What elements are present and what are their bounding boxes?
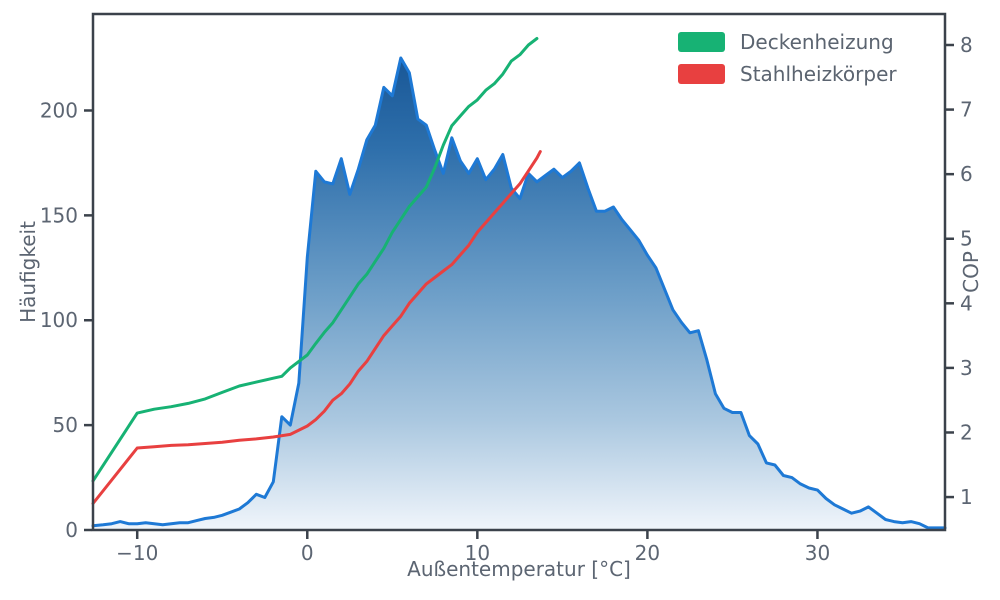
y-right-tick-label: 8 [960, 33, 973, 57]
legend-item-deckenheizung: Deckenheizung [678, 32, 897, 52]
y-right-axis-label: COP [959, 251, 983, 293]
y-right-tick-label: 2 [960, 420, 973, 444]
x-axis-label: Außentemperatur [°C] [407, 557, 631, 581]
y-right-tick-label: 7 [960, 98, 973, 122]
histogram-line [91, 56, 947, 530]
y-left-tick-label: 50 [53, 413, 78, 437]
y-right-tick-label: 5 [960, 227, 973, 251]
y-left-tick-label: 0 [65, 518, 78, 542]
stahlheizkoerper-swatch [678, 64, 725, 84]
x-tick-label: 10 [465, 541, 490, 565]
y-right-tick-label: 6 [960, 162, 973, 186]
deckenheizung-swatch [678, 32, 725, 52]
x-tick-label: 30 [805, 541, 830, 565]
deckenheizung-line [91, 37, 539, 483]
plot-border [91, 12, 947, 532]
legend-label-stahlheizkoerper: Stahlheizkörper [740, 62, 897, 86]
legend: Deckenheizung Stahlheizkörper [678, 32, 897, 84]
legend-item-stahlheizkoerper: Stahlheizkörper [678, 64, 897, 84]
y-right-tick-label: 3 [960, 356, 973, 380]
y-left-tick-label: 150 [40, 203, 78, 227]
y-left-tick-label: 200 [40, 98, 78, 122]
x-tick-label: 20 [635, 541, 660, 565]
y-left-axis-label: Häufigkeit [16, 221, 40, 323]
x-tick-label: 0 [301, 541, 314, 565]
x-tick-label: −10 [116, 541, 158, 565]
y-right-tick-label: 1 [960, 485, 973, 509]
histogram-area [93, 58, 945, 530]
y-left-tick-label: 100 [40, 308, 78, 332]
stahlheizkoerper-line [91, 150, 542, 505]
y-right-tick-label: 4 [960, 291, 973, 315]
legend-label-deckenheizung: Deckenheizung [740, 30, 894, 54]
